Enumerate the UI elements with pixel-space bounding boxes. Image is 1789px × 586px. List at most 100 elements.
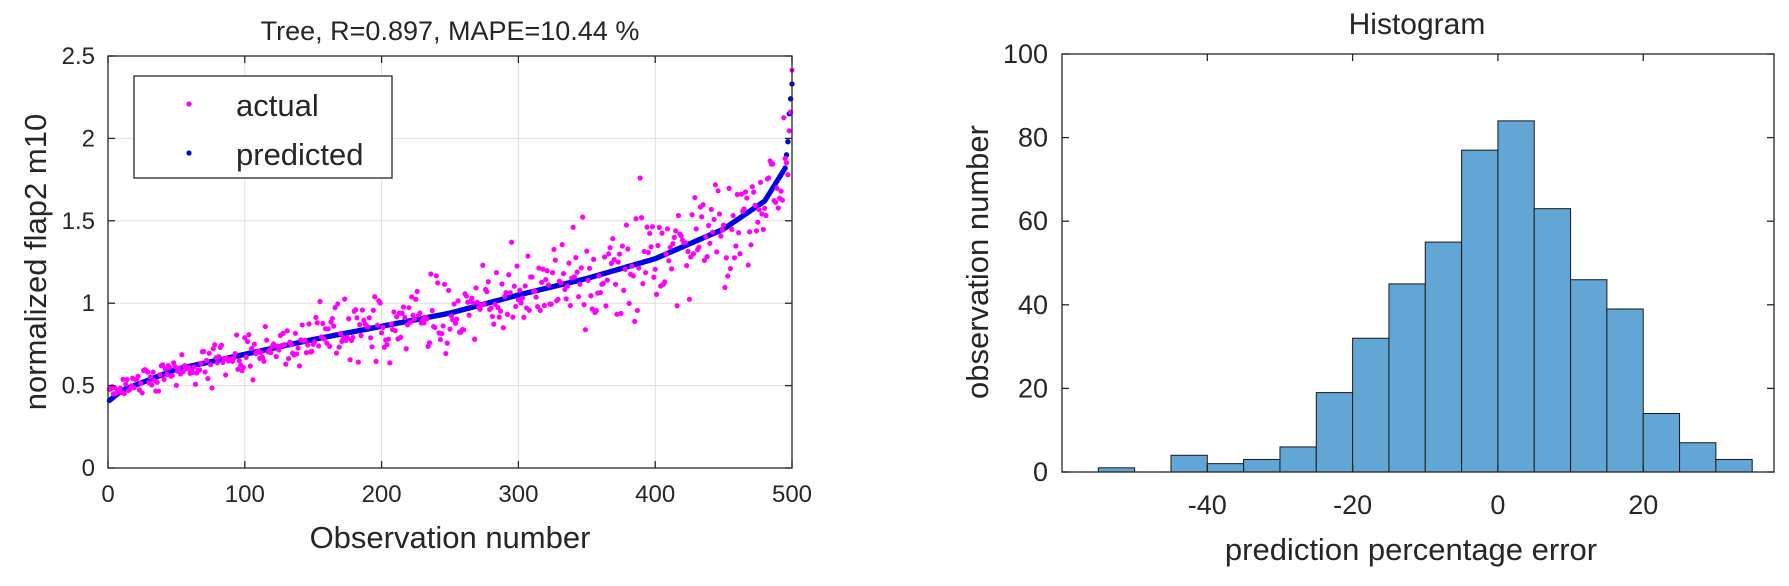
actual-point bbox=[558, 280, 564, 286]
actual-point bbox=[721, 222, 727, 228]
actual-point bbox=[534, 303, 541, 310]
actual-point bbox=[212, 342, 218, 348]
y-tick-label: 0 bbox=[82, 455, 95, 482]
actual-point bbox=[197, 367, 203, 373]
actual-point bbox=[461, 327, 467, 333]
actual-point bbox=[249, 345, 255, 352]
legend-actual-marker bbox=[186, 101, 192, 107]
actual-point bbox=[659, 230, 665, 236]
actual-point bbox=[387, 360, 393, 366]
y-tick-label: 40 bbox=[1018, 290, 1048, 320]
actual-point bbox=[513, 303, 519, 310]
actual-point bbox=[641, 248, 647, 255]
actual-point bbox=[372, 294, 378, 300]
actual-point bbox=[555, 296, 561, 303]
actual-point bbox=[488, 305, 494, 311]
actual-point bbox=[400, 304, 407, 310]
actual-point bbox=[154, 379, 160, 385]
actual-point bbox=[522, 283, 528, 289]
actual-point bbox=[708, 206, 714, 212]
y-tick-label: 2 bbox=[82, 125, 95, 152]
actual-point bbox=[283, 361, 289, 367]
actual-point bbox=[435, 280, 441, 286]
actual-point bbox=[440, 323, 446, 329]
actual-point bbox=[500, 325, 506, 331]
actual-point bbox=[311, 339, 318, 345]
actual-point bbox=[335, 301, 341, 307]
actual-point bbox=[663, 251, 669, 257]
actual-point bbox=[276, 347, 282, 353]
actual-point bbox=[247, 363, 253, 369]
actual-point bbox=[150, 369, 156, 375]
actual-point bbox=[581, 301, 587, 308]
actual-point bbox=[770, 161, 776, 167]
histogram-bar bbox=[1533, 208, 1572, 473]
actual-point bbox=[268, 349, 274, 356]
actual-point bbox=[495, 304, 501, 311]
actual-point bbox=[518, 300, 524, 306]
actual-point bbox=[385, 336, 392, 342]
histogram-bars bbox=[1097, 120, 1753, 473]
actual-point bbox=[586, 265, 593, 271]
actual-point bbox=[689, 212, 695, 218]
actual-point bbox=[711, 216, 717, 223]
actual-point bbox=[782, 155, 788, 162]
actual-point bbox=[313, 314, 319, 321]
actual-point bbox=[604, 277, 610, 283]
actual-point bbox=[295, 345, 301, 351]
actual-point bbox=[608, 260, 615, 266]
actual-point bbox=[447, 326, 453, 332]
actual-point bbox=[402, 314, 408, 321]
actual-point bbox=[417, 310, 423, 316]
scatter-axes-box bbox=[107, 55, 793, 469]
actual-point bbox=[634, 307, 641, 314]
actual-point bbox=[231, 355, 237, 361]
actual-point bbox=[160, 362, 166, 368]
actual-point bbox=[543, 276, 549, 283]
histogram-bar bbox=[1206, 463, 1245, 473]
actual-point bbox=[309, 348, 315, 355]
actual-point bbox=[437, 336, 444, 343]
scatter-panel: 0 100 200 300 400 500 0 0.5 1 1.5 2 2.5 Tree, R=0.8… bbox=[18, 16, 812, 555]
actual-point bbox=[454, 316, 460, 322]
actual-point bbox=[696, 244, 702, 250]
actual-point bbox=[314, 320, 320, 326]
actual-point bbox=[123, 381, 129, 387]
actual-point bbox=[262, 323, 268, 330]
actual-point bbox=[690, 251, 697, 257]
actual-point bbox=[208, 362, 214, 368]
actual-point bbox=[533, 294, 539, 300]
actual-point bbox=[373, 358, 379, 364]
actual-point bbox=[354, 315, 360, 321]
legend-box bbox=[133, 75, 393, 179]
actual-point bbox=[678, 233, 684, 239]
actual-point bbox=[745, 262, 751, 268]
actual-point bbox=[392, 328, 398, 334]
x-tick-label: 500 bbox=[772, 481, 812, 508]
actual-point bbox=[588, 293, 594, 299]
histogram-bar bbox=[1424, 241, 1463, 473]
actual-point bbox=[741, 206, 747, 212]
actual-point bbox=[131, 385, 137, 391]
actual-point bbox=[783, 160, 790, 166]
actual-point bbox=[288, 342, 294, 348]
histogram-bar bbox=[1170, 454, 1208, 473]
actual-point bbox=[653, 291, 660, 297]
actual-point bbox=[667, 244, 673, 250]
actual-point bbox=[164, 372, 170, 378]
actual-point bbox=[394, 314, 400, 320]
actual-point bbox=[766, 175, 772, 181]
actual-point bbox=[506, 272, 512, 278]
actual-point bbox=[712, 182, 718, 188]
actual-point bbox=[377, 300, 383, 306]
y-tick-label: 0.5 bbox=[62, 373, 95, 400]
actual-point bbox=[251, 341, 257, 347]
actual-point bbox=[366, 315, 372, 321]
histogram-ticks: -40 -20 0 20 0 20 40 60 80 100 bbox=[1003, 39, 1774, 520]
actual-point bbox=[619, 243, 625, 249]
actual-point bbox=[403, 346, 409, 352]
actual-point bbox=[173, 382, 179, 388]
actual-point bbox=[614, 311, 620, 317]
actual-point bbox=[242, 335, 248, 341]
actual-point bbox=[647, 230, 653, 237]
